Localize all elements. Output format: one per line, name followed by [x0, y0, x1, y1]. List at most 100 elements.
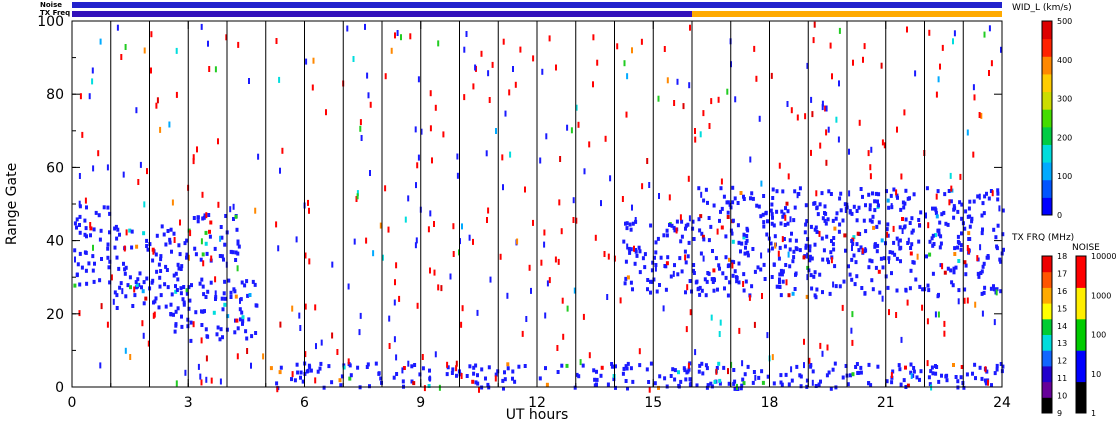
colorbar-tick-label: 10 — [1057, 392, 1067, 401]
data-cell — [192, 154, 195, 161]
data-cell — [710, 314, 713, 321]
data-cell — [844, 248, 847, 253]
data-cell — [831, 73, 833, 80]
data-cell — [912, 260, 916, 265]
data-cell — [753, 269, 757, 274]
data-cell — [721, 271, 725, 276]
data-cell — [851, 245, 853, 251]
data-cell — [688, 215, 691, 222]
data-cell — [175, 47, 178, 54]
data-cell — [559, 156, 562, 162]
data-cell — [743, 372, 747, 377]
data-cell — [987, 379, 989, 386]
data-cell — [960, 231, 963, 236]
data-cell — [833, 264, 837, 269]
data-cell — [1000, 46, 1002, 53]
data-cell — [600, 365, 604, 370]
data-cell — [83, 218, 87, 223]
data-cell — [216, 325, 220, 330]
data-cell — [815, 230, 819, 234]
data-cell — [898, 246, 902, 251]
data-cell — [917, 239, 921, 244]
data-cell — [84, 197, 87, 204]
data-cell — [185, 291, 189, 296]
data-cell — [663, 46, 666, 52]
data-cell — [570, 127, 573, 134]
data-cell — [541, 68, 544, 75]
data-cell — [592, 34, 595, 41]
data-cell — [952, 266, 956, 271]
data-cell — [631, 221, 635, 226]
data-cell — [825, 129, 828, 136]
data-cell — [413, 363, 417, 367]
data-cell — [953, 246, 957, 251]
data-cell — [891, 250, 895, 255]
data-cell — [147, 340, 150, 347]
data-cell — [665, 233, 669, 238]
data-cell — [979, 244, 982, 251]
data-cell — [739, 386, 743, 391]
data-cell — [683, 249, 687, 254]
data-cell — [388, 343, 391, 349]
data-cell — [947, 189, 951, 193]
data-cell — [575, 217, 578, 224]
data-cell — [852, 253, 856, 258]
data-cell — [963, 226, 967, 231]
data-cell — [200, 309, 203, 314]
data-cell — [719, 186, 723, 191]
data-cell — [219, 235, 222, 242]
data-cell — [773, 234, 777, 239]
data-cell — [964, 263, 968, 268]
data-cell — [164, 264, 168, 269]
data-cell — [952, 215, 956, 220]
data-cell — [122, 261, 125, 266]
data-cell — [106, 255, 110, 260]
data-cell — [825, 373, 829, 378]
data-cell — [93, 261, 96, 266]
data-cell — [687, 175, 690, 182]
data-cell — [717, 263, 721, 268]
data-cell — [808, 357, 811, 364]
data-cell — [837, 229, 841, 234]
data-cell — [530, 287, 532, 294]
data-cell — [793, 205, 797, 210]
data-cell — [445, 372, 449, 377]
data-cell — [783, 244, 787, 249]
data-cell — [775, 189, 779, 194]
data-cell — [761, 380, 765, 385]
data-cell — [575, 372, 579, 377]
data-cell — [202, 215, 206, 220]
data-cell — [676, 272, 680, 277]
data-cell — [830, 239, 833, 243]
data-cell — [556, 345, 559, 351]
data-cell — [431, 157, 433, 164]
data-cell — [895, 236, 899, 241]
data-cell — [952, 38, 954, 45]
data-cell — [875, 224, 879, 229]
data-cell — [643, 252, 647, 257]
data-cell — [918, 377, 921, 382]
data-cell — [135, 244, 139, 249]
data-cell — [842, 279, 846, 284]
data-cell — [511, 376, 514, 381]
data-cell — [728, 280, 732, 285]
data-cell — [461, 305, 464, 312]
data-cell — [777, 250, 780, 257]
data-cell — [668, 194, 671, 201]
noise-bar-label: Noise — [40, 1, 62, 9]
data-cell — [245, 279, 249, 284]
data-cell — [986, 254, 990, 258]
data-cell — [809, 273, 813, 278]
data-cell — [703, 277, 707, 282]
data-cell — [972, 199, 976, 204]
data-cell — [609, 175, 612, 182]
data-cell — [869, 383, 873, 388]
data-cell — [809, 364, 813, 369]
data-cell — [78, 282, 82, 287]
data-cell — [199, 373, 202, 380]
data-cell — [694, 136, 697, 143]
data-cell — [910, 242, 914, 247]
data-cell — [112, 298, 115, 305]
data-cell — [296, 370, 300, 375]
data-cell — [276, 386, 279, 393]
